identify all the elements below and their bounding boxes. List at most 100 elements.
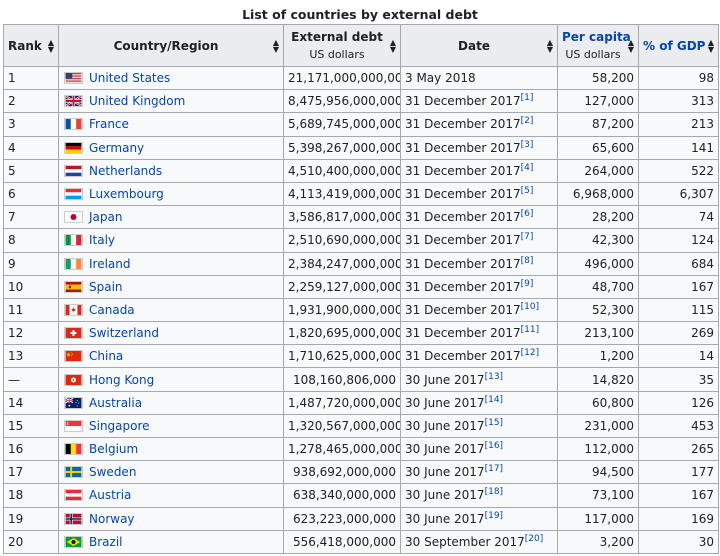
country-link[interactable]: Switzerland xyxy=(89,326,159,341)
country-link[interactable]: Norway xyxy=(89,511,135,526)
external-debt-header[interactable]: External debt US dollars ▲ ▼ xyxy=(283,24,401,67)
reference-note[interactable]: [19] xyxy=(485,511,503,521)
date-text: 31 December 2017 xyxy=(405,302,521,317)
gdp-link[interactable]: % of GDP xyxy=(643,38,706,53)
external-debt-table: Rank ▲ ▼ Country/Region ▲ ▼ External debt … xyxy=(3,24,719,554)
reference-note[interactable]: [12] xyxy=(521,348,539,358)
country-link[interactable]: Brazil xyxy=(89,534,123,549)
sweden-flag-icon xyxy=(64,466,83,479)
reference-link[interactable]: [18] xyxy=(484,487,504,498)
reference-link[interactable]: [10] xyxy=(520,301,540,312)
reference-note[interactable]: [17] xyxy=(485,464,503,474)
reference-note[interactable]: [7] xyxy=(521,232,534,242)
per-capita-cell: 213,100 xyxy=(557,321,639,346)
reference-link[interactable]: [9] xyxy=(520,278,534,289)
gdp-header[interactable]: % of GDP ▲ ▼ xyxy=(638,24,719,67)
reference-link[interactable]: [2] xyxy=(520,116,534,127)
country-link[interactable]: China xyxy=(89,349,124,364)
country-link[interactable]: Ireland xyxy=(89,256,131,271)
external-debt-cell: 108,160,806,000 xyxy=(283,367,401,392)
per-capita-link[interactable]: Per capita xyxy=(562,30,631,44)
country-link[interactable]: United Kingdom xyxy=(89,94,186,109)
gdp-percent-cell: 313 xyxy=(638,89,719,114)
date-header[interactable]: Date ▲ ▼ xyxy=(400,24,558,67)
reference-note[interactable]: [3] xyxy=(521,140,534,150)
reference-note[interactable]: [4] xyxy=(521,163,534,173)
reference-note[interactable]: [2] xyxy=(521,116,534,126)
reference-note[interactable]: [9] xyxy=(521,279,534,289)
reference-link[interactable]: [12] xyxy=(520,348,540,359)
reference-link[interactable]: [4] xyxy=(520,162,534,173)
country-link[interactable]: Singapore xyxy=(89,418,150,433)
sort-icon[interactable]: ▲ ▼ xyxy=(47,37,54,54)
reference-note[interactable]: [1] xyxy=(521,93,534,103)
china-flag-icon xyxy=(64,350,83,363)
country-link[interactable]: United States xyxy=(89,71,171,86)
external-debt-cell: 2,384,247,000,000 xyxy=(283,251,401,276)
table-row: 13 China 1,710,625,000,000 31 December 2017… xyxy=(3,344,719,369)
per-capita-header[interactable]: Per capita US dollars ▲ ▼ xyxy=(557,24,639,67)
external-debt-cell: 2,510,690,000,000 xyxy=(283,228,401,253)
reference-link[interactable]: [7] xyxy=(520,232,534,243)
date-cell: 31 December 2017[9] xyxy=(400,274,558,299)
country-link[interactable]: France xyxy=(89,117,129,132)
reference-note[interactable]: [5] xyxy=(521,186,534,196)
reference-link[interactable]: [14] xyxy=(484,394,504,405)
date-text: 31 December 2017 xyxy=(405,140,521,155)
sort-icon[interactable]: ▲ ▼ xyxy=(546,37,553,54)
external-debt-unit: US dollars xyxy=(309,48,365,61)
country-link[interactable]: Hong Kong xyxy=(89,372,155,387)
reference-link[interactable]: [3] xyxy=(520,139,534,150)
reference-link[interactable]: [11] xyxy=(520,325,540,336)
reference-note[interactable]: [20] xyxy=(525,534,543,544)
reference-link[interactable]: [19] xyxy=(484,510,504,521)
country-cell: Austria xyxy=(58,483,284,508)
country-link[interactable]: Japan xyxy=(89,210,123,225)
reference-link[interactable]: [16] xyxy=(484,441,504,452)
country-link[interactable]: Spain xyxy=(89,279,123,294)
country-link[interactable]: Australia xyxy=(89,395,143,410)
reference-note[interactable]: [8] xyxy=(521,256,534,266)
date-text: 30 June 2017 xyxy=(405,372,485,387)
country-header[interactable]: Country/Region ▲ ▼ xyxy=(58,24,284,67)
external-debt-cell: 4,510,400,000,000 xyxy=(283,158,401,183)
country-cell: Australia xyxy=(58,390,284,415)
per-capita-cell: 60,800 xyxy=(557,390,639,415)
country-link[interactable]: Sweden xyxy=(89,465,137,480)
external-debt-cell: 1,820,695,000,000 xyxy=(283,321,401,346)
country-link[interactable]: Netherlands xyxy=(89,163,163,178)
reference-link[interactable]: [1] xyxy=(520,93,534,104)
reference-note[interactable]: [10] xyxy=(521,302,539,312)
rank-cell: — xyxy=(3,367,59,392)
reference-link[interactable]: [13] xyxy=(484,371,504,382)
table-caption: List of countries by external debt xyxy=(242,7,478,22)
reference-link[interactable]: [6] xyxy=(520,209,534,220)
country-link[interactable]: Luxembourg xyxy=(89,187,164,202)
reference-link[interactable]: [5] xyxy=(520,186,534,197)
sort-icon[interactable]: ▲ ▼ xyxy=(389,37,396,54)
reference-note[interactable]: [14] xyxy=(485,395,503,405)
reference-note[interactable]: [18] xyxy=(485,487,503,497)
reference-link[interactable]: [8] xyxy=(520,255,534,266)
reference-note[interactable]: [13] xyxy=(485,372,503,382)
sort-icon[interactable]: ▲ ▼ xyxy=(707,37,714,54)
external-debt-cell: 1,487,720,000,000 xyxy=(283,390,401,415)
country-link[interactable]: Austria xyxy=(89,488,132,503)
reference-note[interactable]: [11] xyxy=(521,325,539,335)
country-link[interactable]: Belgium xyxy=(89,442,139,457)
reference-note[interactable]: [16] xyxy=(485,441,503,451)
reference-link[interactable]: [20] xyxy=(524,533,544,544)
rank-header[interactable]: Rank ▲ ▼ xyxy=(3,24,59,67)
reference-link[interactable]: [15] xyxy=(484,417,504,428)
reference-note[interactable]: [6] xyxy=(521,209,534,219)
table-row: 10 Spain 2,259,127,000,000 31 December 2017… xyxy=(3,274,719,299)
sort-icon[interactable]: ▲ ▼ xyxy=(627,37,634,54)
country-link[interactable]: Canada xyxy=(89,302,135,317)
reference-note[interactable]: [15] xyxy=(485,418,503,428)
reference-link[interactable]: [17] xyxy=(484,464,504,475)
sort-icon[interactable]: ▲ ▼ xyxy=(272,37,279,54)
country-link[interactable]: Italy xyxy=(89,233,116,248)
date-cell: 31 December 2017[4] xyxy=(400,158,558,183)
france-flag-icon xyxy=(64,118,83,131)
country-link[interactable]: Germany xyxy=(89,140,145,155)
